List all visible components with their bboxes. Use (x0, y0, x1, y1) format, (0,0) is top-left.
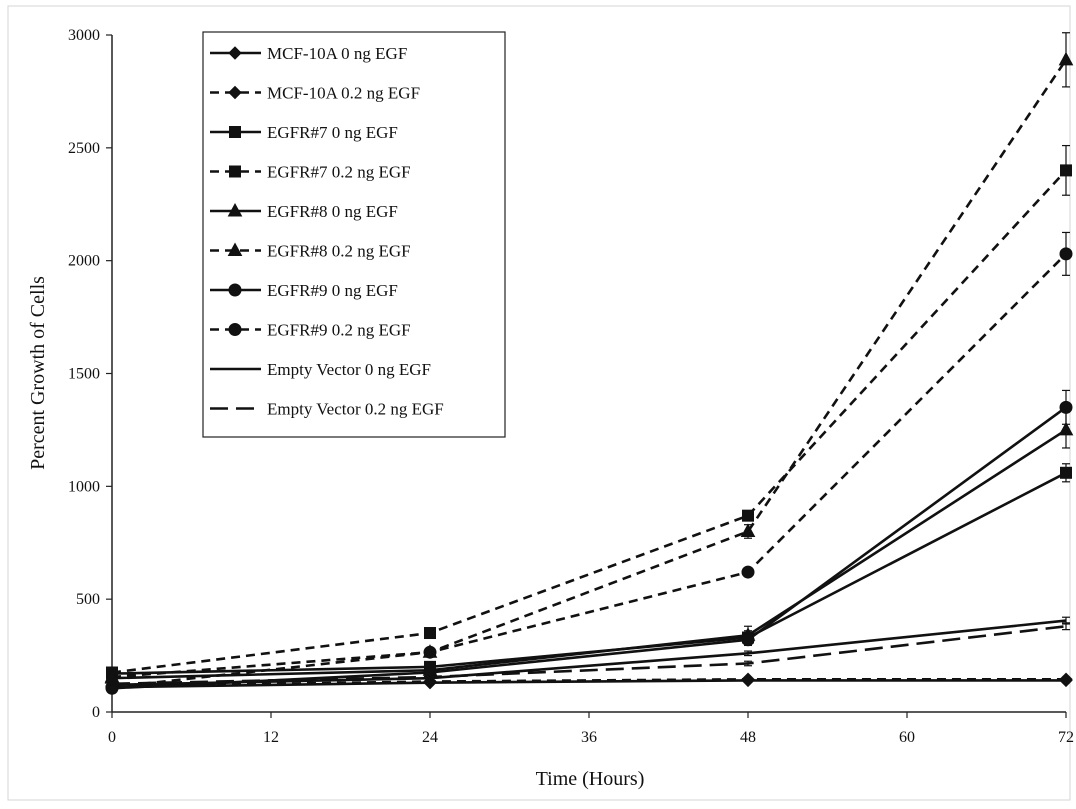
x-tick-label: 24 (422, 729, 438, 746)
data-point (1059, 400, 1073, 414)
legend-item: Empty Vector 0 ng EGF (210, 360, 431, 379)
y-tick-label: 0 (92, 704, 100, 721)
x-tick-label: 60 (899, 729, 915, 746)
data-point (741, 672, 755, 686)
legend-item: EGFR#7 0.2 ng EGF (210, 163, 411, 182)
y-axis-title: Percent Growth of Cells (27, 276, 49, 470)
data-point (1060, 466, 1072, 479)
data-point (423, 645, 437, 659)
legend-item: EGFR#8 0 ng EGF (210, 202, 398, 221)
legend-label: EGFR#9 0.2 ng EGF (267, 321, 411, 340)
data-point (740, 523, 756, 537)
legend-label: EGFR#9 0 ng EGF (267, 281, 398, 300)
legend-marker (227, 202, 243, 217)
legend-item: MCF-10A 0.2 ng EGF (210, 84, 420, 103)
x-tick-label: 12 (263, 729, 279, 746)
legend-item: Empty Vector 0.2 ng EGF (210, 400, 444, 419)
legend-item: EGFR#7 0 ng EGF (210, 123, 398, 142)
data-point (741, 633, 755, 647)
legend-item: MCF-10A 0 ng EGF (210, 44, 407, 63)
y-tick-label: 3000 (68, 27, 100, 44)
series-line (111, 624, 1067, 686)
legend-label: EGFR#8 0.2 ng EGF (267, 242, 411, 261)
y-tick-label: 2000 (68, 253, 100, 270)
x-tick-label: 0 (108, 729, 116, 746)
x-tick-label: 72 (1058, 729, 1074, 746)
data-point (1058, 51, 1074, 66)
y-tick-label: 2500 (68, 140, 100, 157)
data-point (741, 565, 755, 579)
series-line (111, 252, 1067, 689)
x-tick-label: 36 (581, 729, 597, 746)
data-point (1059, 247, 1073, 261)
legend-item: EGFR#9 0.2 ng EGF (210, 321, 411, 340)
legend-marker (228, 85, 242, 100)
legend-label: EGFR#7 0 ng EGF (267, 123, 398, 142)
series-empty-vector-0-2-ng-egf (108, 622, 1070, 686)
data-point (1058, 421, 1074, 436)
y-tick-label: 500 (76, 591, 100, 608)
legend-label: EGFR#8 0 ng EGF (267, 202, 398, 221)
series-line (111, 677, 1066, 688)
data-point (424, 627, 436, 640)
data-point (1060, 164, 1072, 177)
data-point (1059, 672, 1073, 686)
y-tick-label: 1500 (68, 366, 100, 383)
legend-marker (228, 283, 242, 297)
x-axis-title: Time (Hours) (536, 768, 645, 790)
legend-label: EGFR#7 0.2 ng EGF (267, 163, 411, 182)
legend-label: Empty Vector 0.2 ng EGF (267, 400, 444, 419)
legend-label: Empty Vector 0 ng EGF (267, 360, 431, 379)
legend-label: MCF-10A 0.2 ng EGF (267, 84, 420, 103)
x-tick-label: 48 (740, 729, 756, 746)
series-line (111, 428, 1067, 680)
legend-marker (229, 165, 241, 178)
legend-label: MCF-10A 0 ng EGF (267, 44, 407, 63)
series-egfr-7-0-ng-egf (106, 463, 1072, 680)
legend-marker (227, 242, 243, 256)
legend-item: EGFR#9 0 ng EGF (210, 281, 398, 300)
data-point (742, 509, 754, 522)
legend-item: EGFR#8 0.2 ng EGF (210, 242, 411, 261)
legend-marker (229, 126, 241, 138)
legend-marker (228, 323, 242, 336)
y-tick-label: 1000 (68, 478, 100, 495)
legend-marker (228, 46, 242, 60)
